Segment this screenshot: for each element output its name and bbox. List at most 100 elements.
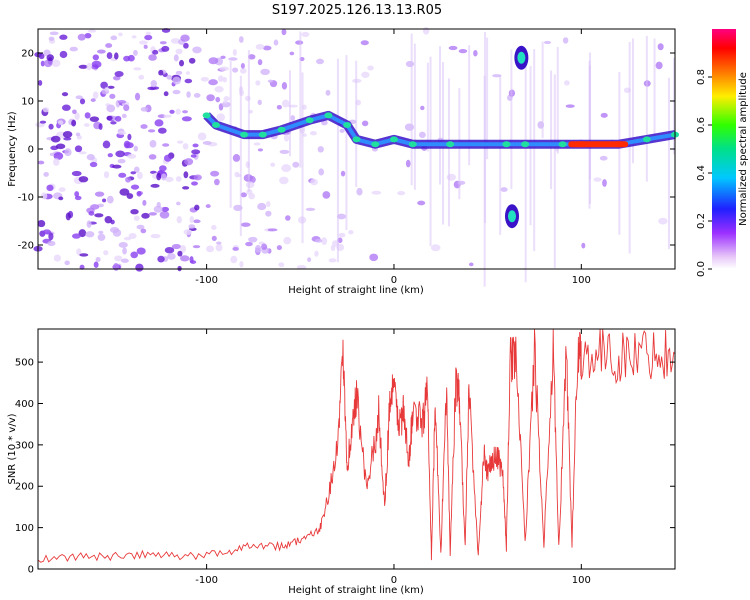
noise-speckle <box>61 104 71 111</box>
ridge-point <box>521 141 530 148</box>
noise-speckle <box>314 238 323 243</box>
noise-speckle <box>361 120 369 127</box>
snr-line <box>37 328 676 563</box>
x-tick-label: 100 <box>572 575 591 586</box>
noise-speckle <box>265 210 272 217</box>
noise-speckle <box>113 262 120 271</box>
ridge-point <box>202 112 211 119</box>
noise-streak <box>499 74 502 235</box>
noise-speckle <box>95 257 101 263</box>
noise-speckle <box>117 100 127 104</box>
ridge-hot-segment <box>568 141 629 148</box>
noise-speckle <box>240 62 245 69</box>
noise-speckle <box>273 39 279 46</box>
noise-speckle <box>405 60 415 68</box>
noise-speckle <box>190 260 197 264</box>
noise-speckle <box>167 253 176 260</box>
noise-speckle <box>120 258 129 263</box>
noise-speckle <box>360 40 369 46</box>
noise-speckle <box>150 79 157 88</box>
noise-speckle <box>189 215 195 224</box>
noise-speckle <box>330 244 336 251</box>
noise-speckle <box>109 93 116 99</box>
noise-speckle <box>193 93 201 98</box>
noise-speckle <box>91 60 102 68</box>
noise-speckle <box>339 128 345 133</box>
noise-speckle <box>397 190 406 196</box>
noise-speckle <box>119 188 130 196</box>
ridge-point <box>277 126 286 133</box>
noise-speckle <box>405 159 411 168</box>
noise-speckle <box>194 204 200 211</box>
noise-speckle <box>53 254 61 262</box>
noise-speckle <box>42 107 50 113</box>
noise-speckle <box>93 261 99 268</box>
spot-inner <box>508 210 517 223</box>
noise-speckle <box>171 244 182 250</box>
noise-speckle <box>186 91 191 98</box>
noise-speckle <box>217 75 224 82</box>
y-tick-label: 200 <box>15 482 34 493</box>
spot-inner <box>517 51 526 64</box>
noise-streak <box>345 55 348 230</box>
noise-speckle <box>64 260 70 266</box>
noise-speckle <box>75 95 83 100</box>
noise-streak <box>533 49 536 252</box>
noise-speckle <box>112 164 122 169</box>
noise-speckle <box>257 148 264 152</box>
snr-x-label: Height of straight line (km) <box>288 585 424 596</box>
noise-speckle <box>316 58 324 65</box>
noise-speckle <box>175 176 182 182</box>
noise-speckle <box>257 59 263 66</box>
noise-speckle <box>492 74 502 78</box>
noise-speckle <box>161 206 170 212</box>
noise-speckle <box>106 115 113 121</box>
ridge-point <box>371 141 380 148</box>
noise-speckle <box>114 70 124 77</box>
noise-speckle <box>338 232 346 238</box>
noise-speckle <box>148 54 157 61</box>
noise-speckle <box>183 42 189 49</box>
noise-speckle <box>114 115 122 122</box>
noise-speckle <box>191 149 201 155</box>
noise-speckle <box>48 232 54 241</box>
ridge-point <box>352 136 361 143</box>
noise-speckle <box>232 49 237 56</box>
noise-speckle <box>138 40 148 45</box>
noise-speckle <box>163 114 172 118</box>
noise-speckle <box>593 177 602 182</box>
noise-speckle <box>321 237 328 246</box>
noise-speckle <box>62 131 73 138</box>
noise-speckle <box>270 162 276 167</box>
ridge-point <box>343 122 352 128</box>
noise-speckle <box>74 191 80 197</box>
noise-speckle <box>215 96 221 103</box>
noise-speckle <box>158 69 164 76</box>
noise-speckle <box>192 245 201 249</box>
noise-speckle <box>248 175 256 184</box>
noise-speckle <box>500 187 508 193</box>
noise-speckle <box>182 110 188 114</box>
noise-speckle <box>283 236 292 245</box>
y-tick-label: 100 <box>15 523 34 534</box>
noise-speckle <box>200 76 209 82</box>
noise-speckle <box>172 76 181 85</box>
noise-speckle <box>266 201 271 207</box>
noise-speckle <box>279 176 289 185</box>
noise-speckle <box>79 264 85 270</box>
ridge-point <box>389 136 398 143</box>
noise-speckle <box>71 119 77 127</box>
noise-speckle <box>138 74 145 80</box>
noise-speckle <box>175 70 183 75</box>
noise-speckle <box>58 187 66 192</box>
noise-speckle <box>283 134 290 142</box>
noise-speckle <box>182 143 189 150</box>
noise-streak <box>631 38 634 164</box>
noise-speckle <box>86 220 92 228</box>
noise-speckle <box>239 67 247 74</box>
noise-speckle <box>208 79 218 86</box>
noise-speckle <box>188 57 196 64</box>
noise-speckle <box>581 242 586 249</box>
noise-speckle <box>219 66 229 71</box>
